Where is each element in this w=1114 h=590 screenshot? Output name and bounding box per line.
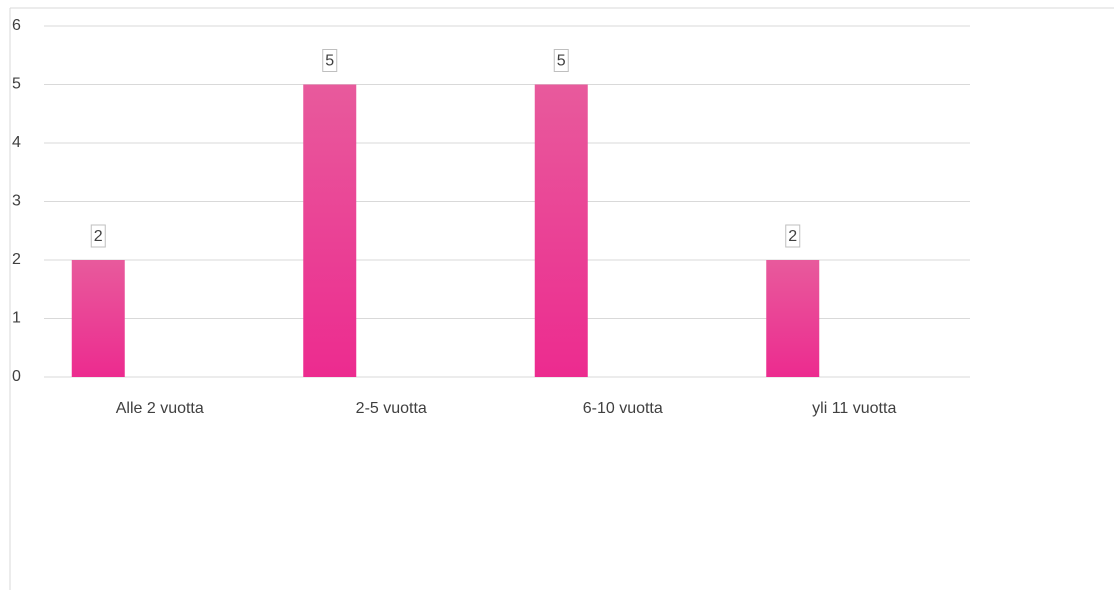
data-label: 5 — [557, 53, 566, 70]
y-tick-label: 6 — [12, 17, 21, 34]
x-tick-label: yli 11 vuotta — [812, 400, 896, 417]
data-label-box — [90, 224, 106, 248]
bar — [303, 84, 357, 377]
y-tick-label: 2 — [12, 251, 21, 268]
y-tick-label: 5 — [12, 76, 21, 93]
y-tick-label: 3 — [12, 193, 21, 210]
data-label-box — [322, 49, 338, 72]
data-label: 2 — [94, 228, 103, 245]
y-tick-label: 4 — [12, 134, 21, 151]
y-tick-label: 0 — [12, 368, 21, 385]
bar — [71, 260, 125, 377]
data-label: 2 — [788, 228, 797, 245]
x-tick-label: 2-5 vuotta — [356, 400, 427, 417]
bar — [534, 84, 588, 377]
data-label-box — [785, 224, 801, 248]
y-tick-label: 1 — [12, 310, 21, 327]
data-label: 5 — [325, 53, 334, 70]
x-tick-label: 6-10 vuotta — [583, 400, 663, 417]
bar — [766, 260, 820, 377]
data-label-box — [553, 49, 569, 72]
x-tick-label: Alle 2 vuotta — [116, 400, 204, 417]
